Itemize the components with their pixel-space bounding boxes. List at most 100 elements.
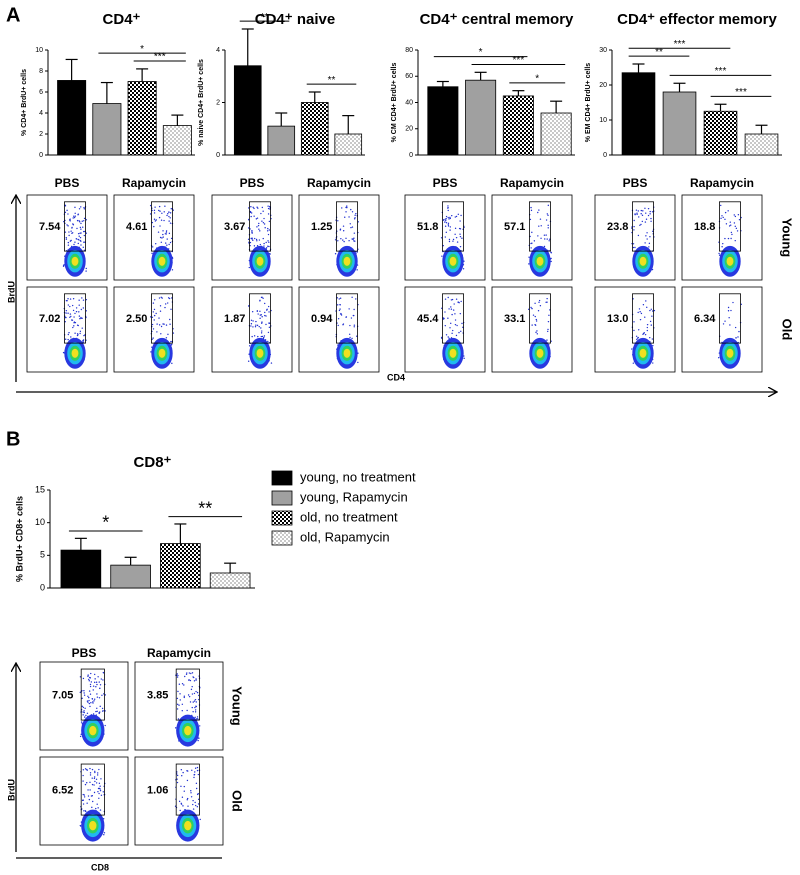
density-blob [639, 256, 647, 266]
event-dot [448, 308, 450, 310]
event-dot [86, 700, 89, 702]
event-dot [72, 326, 74, 329]
column-header: PBS [623, 176, 648, 190]
event-dot [268, 326, 271, 329]
significance-label: *** [154, 52, 166, 63]
y-tick-label: 0 [39, 152, 43, 159]
event-dot [351, 211, 354, 213]
event-dot [534, 323, 536, 326]
event-dot [152, 337, 154, 339]
event-dot [82, 714, 84, 716]
event-dot [68, 231, 70, 233]
event-dot [730, 231, 733, 234]
column-header: PBS [72, 646, 97, 660]
event-dot [63, 264, 65, 266]
gate [249, 293, 271, 344]
gate [632, 201, 654, 252]
event-dot [737, 336, 739, 338]
event-dot [259, 243, 262, 246]
event-dot [451, 313, 453, 316]
event-dot [457, 301, 459, 303]
event-dot [104, 724, 106, 727]
event-dot [337, 220, 339, 222]
event-dot [247, 227, 250, 229]
event-dot [178, 704, 180, 706]
event-dot [64, 211, 67, 214]
event-dot [82, 799, 85, 801]
event-dot [89, 693, 92, 695]
event-dot [149, 213, 152, 215]
event-dot [199, 818, 201, 821]
event-dot [261, 335, 264, 338]
event-dot [637, 234, 640, 237]
event-dot [79, 735, 82, 738]
bar [57, 80, 87, 156]
event-dot [103, 834, 105, 836]
event-dot [250, 323, 253, 325]
event-dot [88, 798, 91, 801]
event-dot [445, 221, 448, 224]
bar [209, 572, 251, 589]
event-dot [268, 241, 270, 243]
legend-label: young, no treatment [300, 469, 416, 484]
event-dot [151, 323, 154, 326]
event-dot [346, 206, 348, 209]
event-dot [260, 327, 262, 329]
event-dot [649, 336, 651, 339]
event-dot [727, 310, 730, 312]
gate-percentage: 1.25 [311, 221, 332, 233]
event-dot [724, 320, 726, 322]
event-dot [194, 767, 197, 769]
event-dot [83, 241, 85, 243]
event-dot [733, 222, 736, 224]
event-dot [537, 211, 539, 214]
event-dot [86, 712, 89, 714]
event-dot [440, 237, 443, 239]
event-dot [78, 311, 80, 313]
event-dot [66, 224, 68, 226]
event-dot [345, 211, 347, 213]
event-dot [338, 309, 341, 312]
event-dot [161, 237, 163, 239]
event-dot [730, 237, 732, 240]
event-dot [447, 296, 449, 299]
event-dot [93, 681, 96, 684]
event-dot [86, 782, 88, 784]
panel-label: B [6, 428, 20, 450]
event-dot [165, 230, 168, 232]
event-dot [454, 233, 456, 235]
event-dot [64, 205, 67, 207]
significance-label: ** [261, 12, 269, 23]
density-blob [256, 348, 264, 358]
event-dot [91, 777, 93, 779]
event-dot [158, 216, 161, 219]
event-dot [86, 802, 88, 804]
event-dot [264, 227, 266, 229]
density-blob [343, 348, 351, 358]
event-dot [651, 338, 654, 340]
y-tick-label: 10 [35, 517, 45, 527]
event-dot [534, 315, 536, 318]
event-dot [85, 298, 88, 301]
event-dot [170, 340, 172, 343]
event-dot [261, 322, 263, 324]
gate-percentage: 2.50 [126, 313, 147, 325]
event-dot [451, 214, 453, 217]
event-dot [649, 210, 651, 213]
event-dot [89, 781, 91, 784]
event-dot [457, 213, 460, 215]
event-dot [90, 672, 92, 675]
event-dot [251, 230, 253, 232]
event-dot [337, 318, 340, 320]
event-dot [83, 711, 85, 714]
event-dot [176, 774, 179, 777]
event-dot [722, 323, 725, 325]
event-dot [82, 226, 84, 228]
event-dot [267, 305, 270, 308]
event-dot [339, 303, 341, 306]
event-dot [176, 697, 179, 700]
bar [662, 91, 697, 156]
gate [249, 201, 271, 252]
event-dot [531, 324, 533, 326]
event-dot [450, 308, 453, 310]
